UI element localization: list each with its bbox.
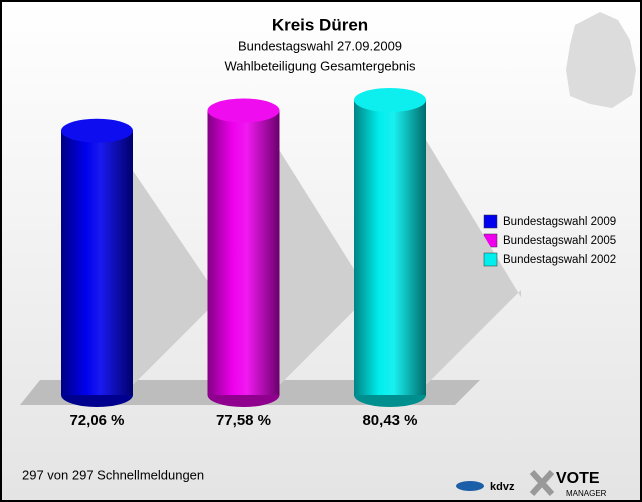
logo-text: VOTE: [556, 470, 600, 487]
legend-swatch: [483, 214, 498, 229]
bar: [354, 100, 426, 395]
logo-text: kdvz: [490, 481, 515, 493]
chart-subtitle: Wahlbeteiligung Gesamtergebnis: [224, 58, 416, 73]
bar-top: [207, 98, 280, 123]
chart-title: Kreis Düren: [272, 15, 368, 34]
data-label: 72,06 %: [69, 412, 124, 429]
logo-text: MANAGER: [566, 489, 607, 498]
bar-shadow: [426, 140, 521, 385]
legend-label: Bundestagswahl 2009: [503, 216, 616, 228]
bar: [207, 110, 280, 395]
bar-top: [61, 118, 133, 143]
logo-icon: [529, 469, 555, 497]
bar: [61, 130, 133, 395]
footer: 297 von 297 Schnellmeldungen: [22, 467, 204, 482]
legend-swatch: [483, 252, 498, 267]
bar-shadow: [133, 170, 228, 385]
bar-top: [354, 88, 426, 112]
chart-subtitle: Bundestagswahl 27.09.2009: [238, 38, 402, 53]
germany-map: [566, 12, 636, 108]
data-label: 80,43 %: [362, 412, 417, 429]
data-label: 77,58 %: [216, 412, 271, 429]
logo-icon: [456, 481, 484, 491]
legend-label: Bundestagswahl 2002: [503, 254, 616, 266]
bar-shadow: [279, 150, 375, 385]
legend-label: Bundestagswahl 2005: [503, 235, 616, 247]
